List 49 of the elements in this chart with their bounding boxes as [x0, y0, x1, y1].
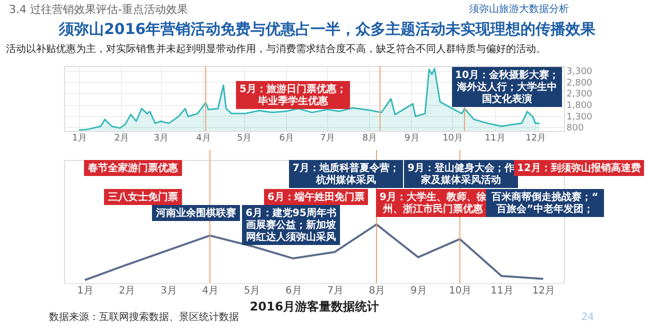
- x-tick-label: 6月: [279, 134, 294, 144]
- x-tick-label: 12月: [526, 134, 546, 144]
- y-tick-label: 1,800: [566, 101, 593, 111]
- x-tick-label: 5月: [236, 134, 252, 144]
- annotation: 5月：旅游日门票优惠；毕业季学生优惠: [240, 83, 346, 107]
- text: 6月：端午姓田免门票: [268, 191, 364, 203]
- x-tick-label: 4月: [196, 134, 211, 144]
- x-tick-label: 4月: [202, 286, 219, 296]
- text: 河南业余围棋联赛: [155, 207, 236, 219]
- x-tick-label: 1月: [77, 286, 94, 296]
- y-tick-label: 2,800: [566, 78, 593, 88]
- annotation: 10月：金秋摄影大赛；海外达人行；大学生中国文化表演: [455, 69, 559, 105]
- x-tick-label: 2月: [114, 134, 130, 144]
- x-tick-label: 2月: [118, 286, 136, 296]
- x-tick-label: 9月: [410, 286, 427, 296]
- x-tick-label: 6月: [285, 286, 302, 296]
- text: 3.4 过往营销效果评估-重点活动效果: [9, 3, 188, 16]
- x-tick-label: 5月: [244, 286, 260, 296]
- x-tick-label: 9月: [404, 134, 420, 144]
- source-note: 数据来源：互联网搜索数据、景区统计数据: [49, 311, 239, 323]
- chart-subtitle: 活动以补贴优惠为主，对实际销售并未起到明显带动作用，与消费需求结合度不高，缺乏符合不同人群特质与偏好的活动。: [6, 43, 546, 55]
- x-tick-label: 8月: [368, 286, 386, 296]
- x-tick-label: 10月: [448, 286, 472, 296]
- annotation: 6月：建党95周年书画展赛公益；新加坡网红达人须弥山采风: [246, 207, 337, 243]
- text: 12月：到须弥山报销高速费: [517, 162, 641, 174]
- x-tick-label: 10月: [442, 134, 464, 144]
- text: 24: [581, 312, 594, 323]
- x-tick-label: 12月: [532, 286, 556, 296]
- y-tick-label: 800: [566, 124, 584, 134]
- y-tick-label: 2,300: [566, 90, 593, 100]
- x-tick-label: 3月: [160, 286, 177, 296]
- text: 7月：地质科普夏令营；杭州媒体采风: [292, 162, 400, 186]
- text: 百米商帮倒走挑战赛；“百旅会”中老年发团；: [490, 191, 598, 215]
- y-tick-label: 1,300: [566, 112, 593, 122]
- x-tick-label: 11月: [484, 134, 506, 144]
- x-tick-label: 8月: [362, 134, 378, 144]
- text: 9月：登山健身大会；作家及媒体采风活动: [408, 162, 514, 186]
- x-tick-label: 7月: [320, 134, 335, 144]
- text: 三八女士免门票: [108, 191, 178, 203]
- x-tick-label: 3月: [154, 134, 169, 144]
- y-tick-label: 3,300: [566, 67, 593, 78]
- x-axis-title: 2016月游客量数据统计: [250, 300, 380, 314]
- x-tick-label: 7月: [327, 286, 344, 296]
- x-tick-label: 1月: [72, 134, 87, 144]
- x-tick-label: 11月: [490, 286, 514, 296]
- text: 春节全家游门票优惠: [87, 162, 179, 174]
- chart-title: 须弥山2016年营销活动免费与优惠占一半，众多主题活动未实现理想的传播效果: [58, 20, 597, 38]
- text: 9月：大学生、教师、徐州、浙江市民门票优惠: [380, 191, 488, 215]
- text: 须弥山旅游大数据分析: [469, 3, 569, 15]
